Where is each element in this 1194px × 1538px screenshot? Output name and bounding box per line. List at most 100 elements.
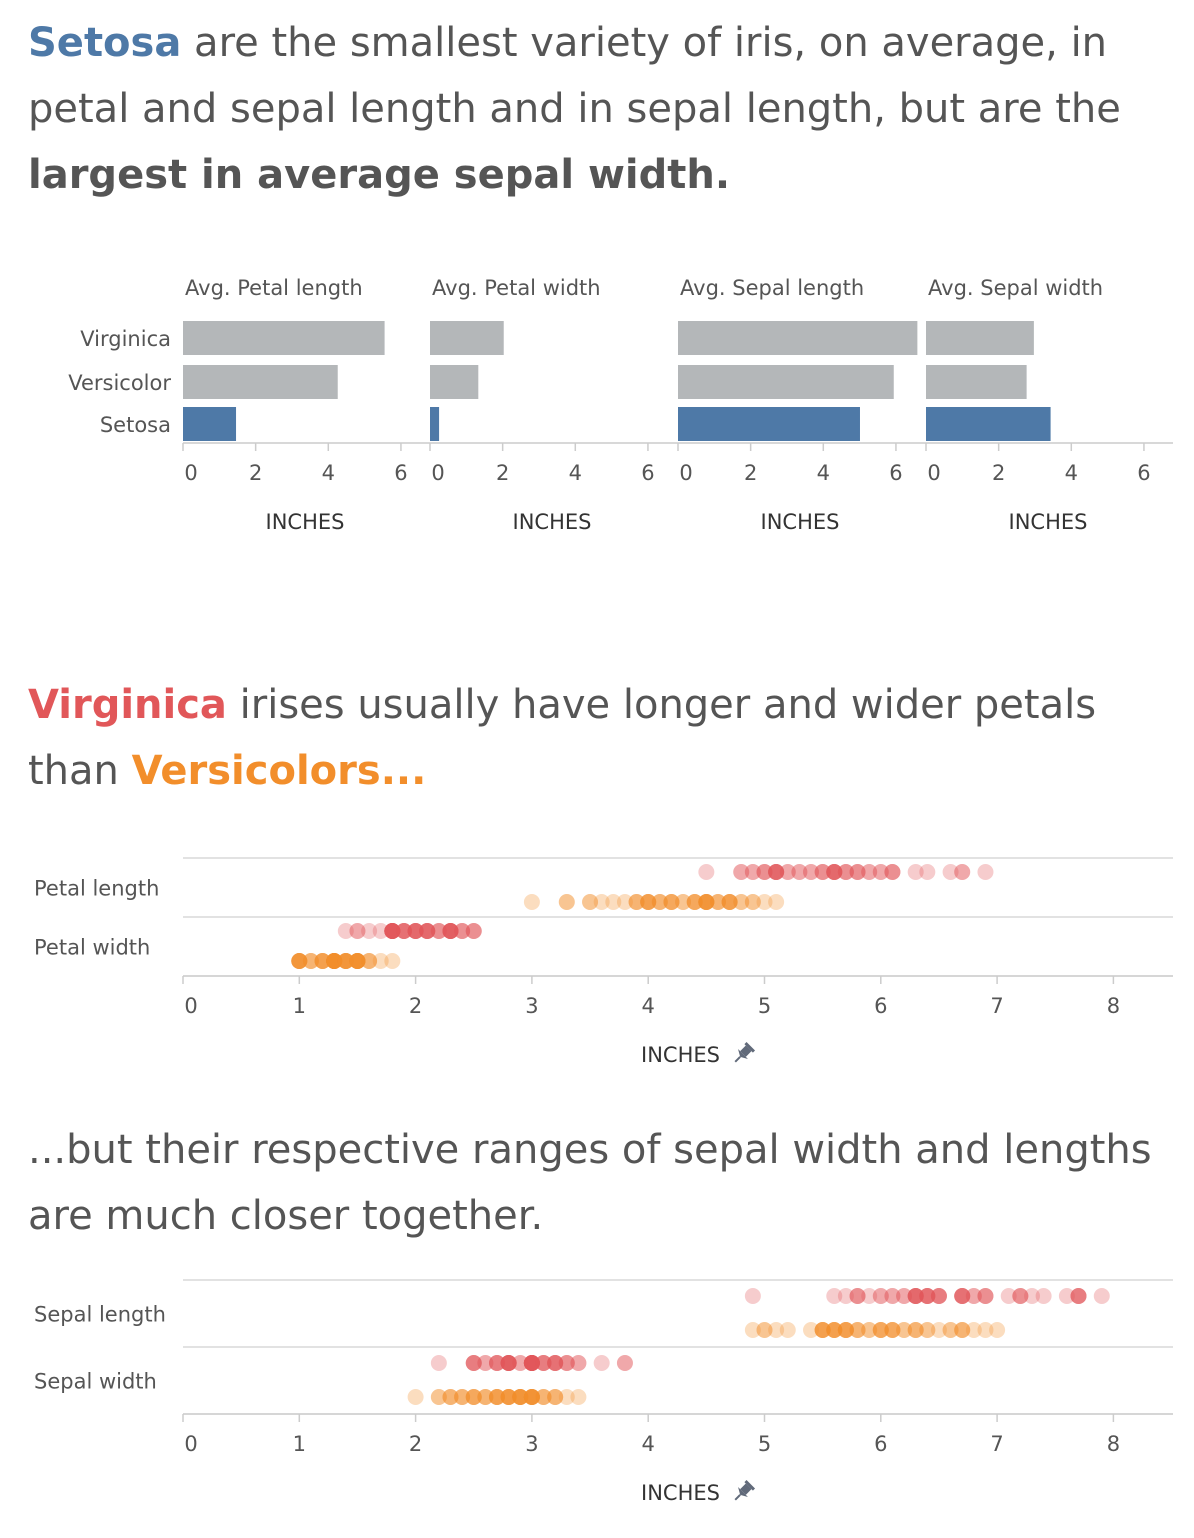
- point-petal-width-versicolor: [337, 953, 354, 969]
- point-sepal-length-versicolor: [954, 1322, 971, 1338]
- point-petal-width-virginica: [442, 923, 459, 939]
- point-petal-width-virginica: [442, 923, 459, 939]
- x-tick-label: 6: [874, 994, 887, 1018]
- point-sepal-length-virginica: [849, 1288, 866, 1304]
- point-petal-width-versicolor: [326, 953, 343, 969]
- point-sepal-width-virginica: [547, 1355, 564, 1371]
- point-sepal-width-virginica: [477, 1355, 494, 1371]
- point-petal-length-versicolor: [663, 894, 680, 910]
- point-sepal-width-virginica: [489, 1355, 506, 1371]
- point-petal-length-versicolor: [698, 894, 715, 910]
- point-sepal-width-versicolor: [489, 1389, 506, 1405]
- point-sepal-length-versicolor: [803, 1322, 820, 1338]
- point-petal-width-versicolor: [291, 953, 308, 969]
- point-sepal-width-versicolor: [523, 1389, 540, 1405]
- x-axis-title: INCHES: [641, 1043, 720, 1067]
- point-sepal-length-virginica: [977, 1288, 994, 1304]
- x-tick-label: 0: [431, 461, 444, 485]
- point-petal-width-versicolor: [349, 953, 366, 969]
- point-sepal-width-virginica: [523, 1355, 540, 1371]
- point-sepal-length-versicolor: [826, 1322, 843, 1338]
- x-tick-label: 5: [758, 994, 771, 1018]
- point-petal-length-virginica: [954, 864, 971, 880]
- point-sepal-length-virginica: [954, 1288, 971, 1304]
- point-petal-width-virginica: [349, 923, 366, 939]
- x-axis-title: INCHES: [513, 510, 592, 534]
- headline-virginica: Virginica irises usually have longer and…: [28, 672, 1168, 804]
- point-petal-length-virginica: [803, 864, 820, 880]
- point-sepal-width-virginica: [523, 1355, 540, 1371]
- point-sepal-width-versicolor: [465, 1389, 482, 1405]
- point-petal-width-virginica: [465, 923, 482, 939]
- category-label-versicolor: Versicolor: [68, 371, 171, 395]
- point-sepal-length-virginica: [1023, 1288, 1040, 1304]
- category-label-virginica: Virginica: [80, 327, 171, 351]
- point-sepal-width-virginica: [489, 1355, 506, 1371]
- point-petal-width-versicolor: [291, 953, 308, 969]
- headline-sepal: ...but their respective ranges of sepal …: [28, 1117, 1168, 1249]
- point-petal-width-virginica: [407, 923, 424, 939]
- point-sepal-length-versicolor: [919, 1322, 936, 1338]
- point-sepal-length-versicolor: [756, 1322, 773, 1338]
- point-petal-width-virginica: [337, 923, 354, 939]
- point-sepal-length-versicolor: [907, 1322, 924, 1338]
- point-sepal-length-virginica: [965, 1288, 982, 1304]
- point-petal-width-virginica: [442, 923, 459, 939]
- point-petal-length-virginica: [779, 864, 796, 880]
- headline-setosa: Setosa are the smallest variety of iris,…: [28, 10, 1168, 208]
- point-sepal-width-virginica: [547, 1355, 564, 1371]
- point-sepal-width-versicolor: [523, 1389, 540, 1405]
- point-sepal-length-virginica: [1012, 1288, 1029, 1304]
- pin-icon-needle: [734, 1056, 741, 1063]
- point-petal-length-virginica: [768, 864, 785, 880]
- point-petal-length-versicolor: [721, 894, 738, 910]
- point-petal-length-versicolor: [675, 894, 692, 910]
- point-sepal-length-versicolor: [837, 1322, 854, 1338]
- point-petal-width-virginica: [407, 923, 424, 939]
- point-petal-length-virginica: [768, 864, 785, 880]
- bar-avg-petal-length-versicolor: [183, 365, 338, 399]
- point-petal-length-versicolor: [698, 894, 715, 910]
- point-sepal-length-versicolor: [977, 1322, 994, 1338]
- point-petal-width-virginica: [361, 923, 378, 939]
- versicolor-highlight: Versicolors...: [131, 748, 427, 794]
- point-petal-length-versicolor: [698, 894, 715, 910]
- point-petal-width-versicolor: [291, 953, 308, 969]
- point-sepal-length-virginica: [1035, 1288, 1052, 1304]
- point-sepal-width-versicolor: [512, 1389, 529, 1405]
- point-petal-length-virginica: [803, 864, 820, 880]
- point-petal-length-virginica: [954, 864, 971, 880]
- headline-setosa-text: are the smallest variety of iris, on ave…: [28, 20, 1121, 132]
- x-tick-label: 0: [679, 461, 692, 485]
- point-sepal-width-virginica: [535, 1355, 552, 1371]
- point-sepal-length-versicolor: [814, 1322, 831, 1338]
- point-petal-width-virginica: [407, 923, 424, 939]
- point-petal-width-versicolor: [326, 953, 343, 969]
- point-petal-width-versicolor: [361, 953, 378, 969]
- point-sepal-width-versicolor: [512, 1389, 529, 1405]
- panel-title-avg-sepal-length: Avg. Sepal length: [680, 276, 864, 300]
- point-sepal-length-versicolor: [826, 1322, 843, 1338]
- point-petal-width-versicolor: [314, 953, 331, 969]
- point-petal-width-virginica: [419, 923, 436, 939]
- x-tick-label: 2: [409, 1432, 422, 1456]
- point-sepal-width-versicolor: [477, 1389, 494, 1405]
- point-petal-length-virginica: [756, 864, 773, 880]
- point-petal-length-virginica: [756, 864, 773, 880]
- point-sepal-length-virginica: [954, 1288, 971, 1304]
- point-sepal-length-virginica: [1070, 1288, 1087, 1304]
- point-petal-width-versicolor: [302, 953, 319, 969]
- point-petal-length-virginica: [733, 864, 750, 880]
- point-petal-width-versicolor: [361, 953, 378, 969]
- x-tick-label: 2: [409, 994, 422, 1018]
- point-petal-length-versicolor: [651, 894, 668, 910]
- point-petal-length-versicolor: [640, 894, 657, 910]
- point-petal-length-versicolor: [709, 894, 726, 910]
- point-petal-width-versicolor: [326, 953, 343, 969]
- point-petal-width-virginica: [384, 923, 401, 939]
- point-petal-width-versicolor: [326, 953, 343, 969]
- point-sepal-width-virginica: [523, 1355, 540, 1371]
- point-sepal-length-virginica: [1070, 1288, 1087, 1304]
- point-sepal-length-versicolor: [872, 1322, 889, 1338]
- point-sepal-width-versicolor: [547, 1389, 564, 1405]
